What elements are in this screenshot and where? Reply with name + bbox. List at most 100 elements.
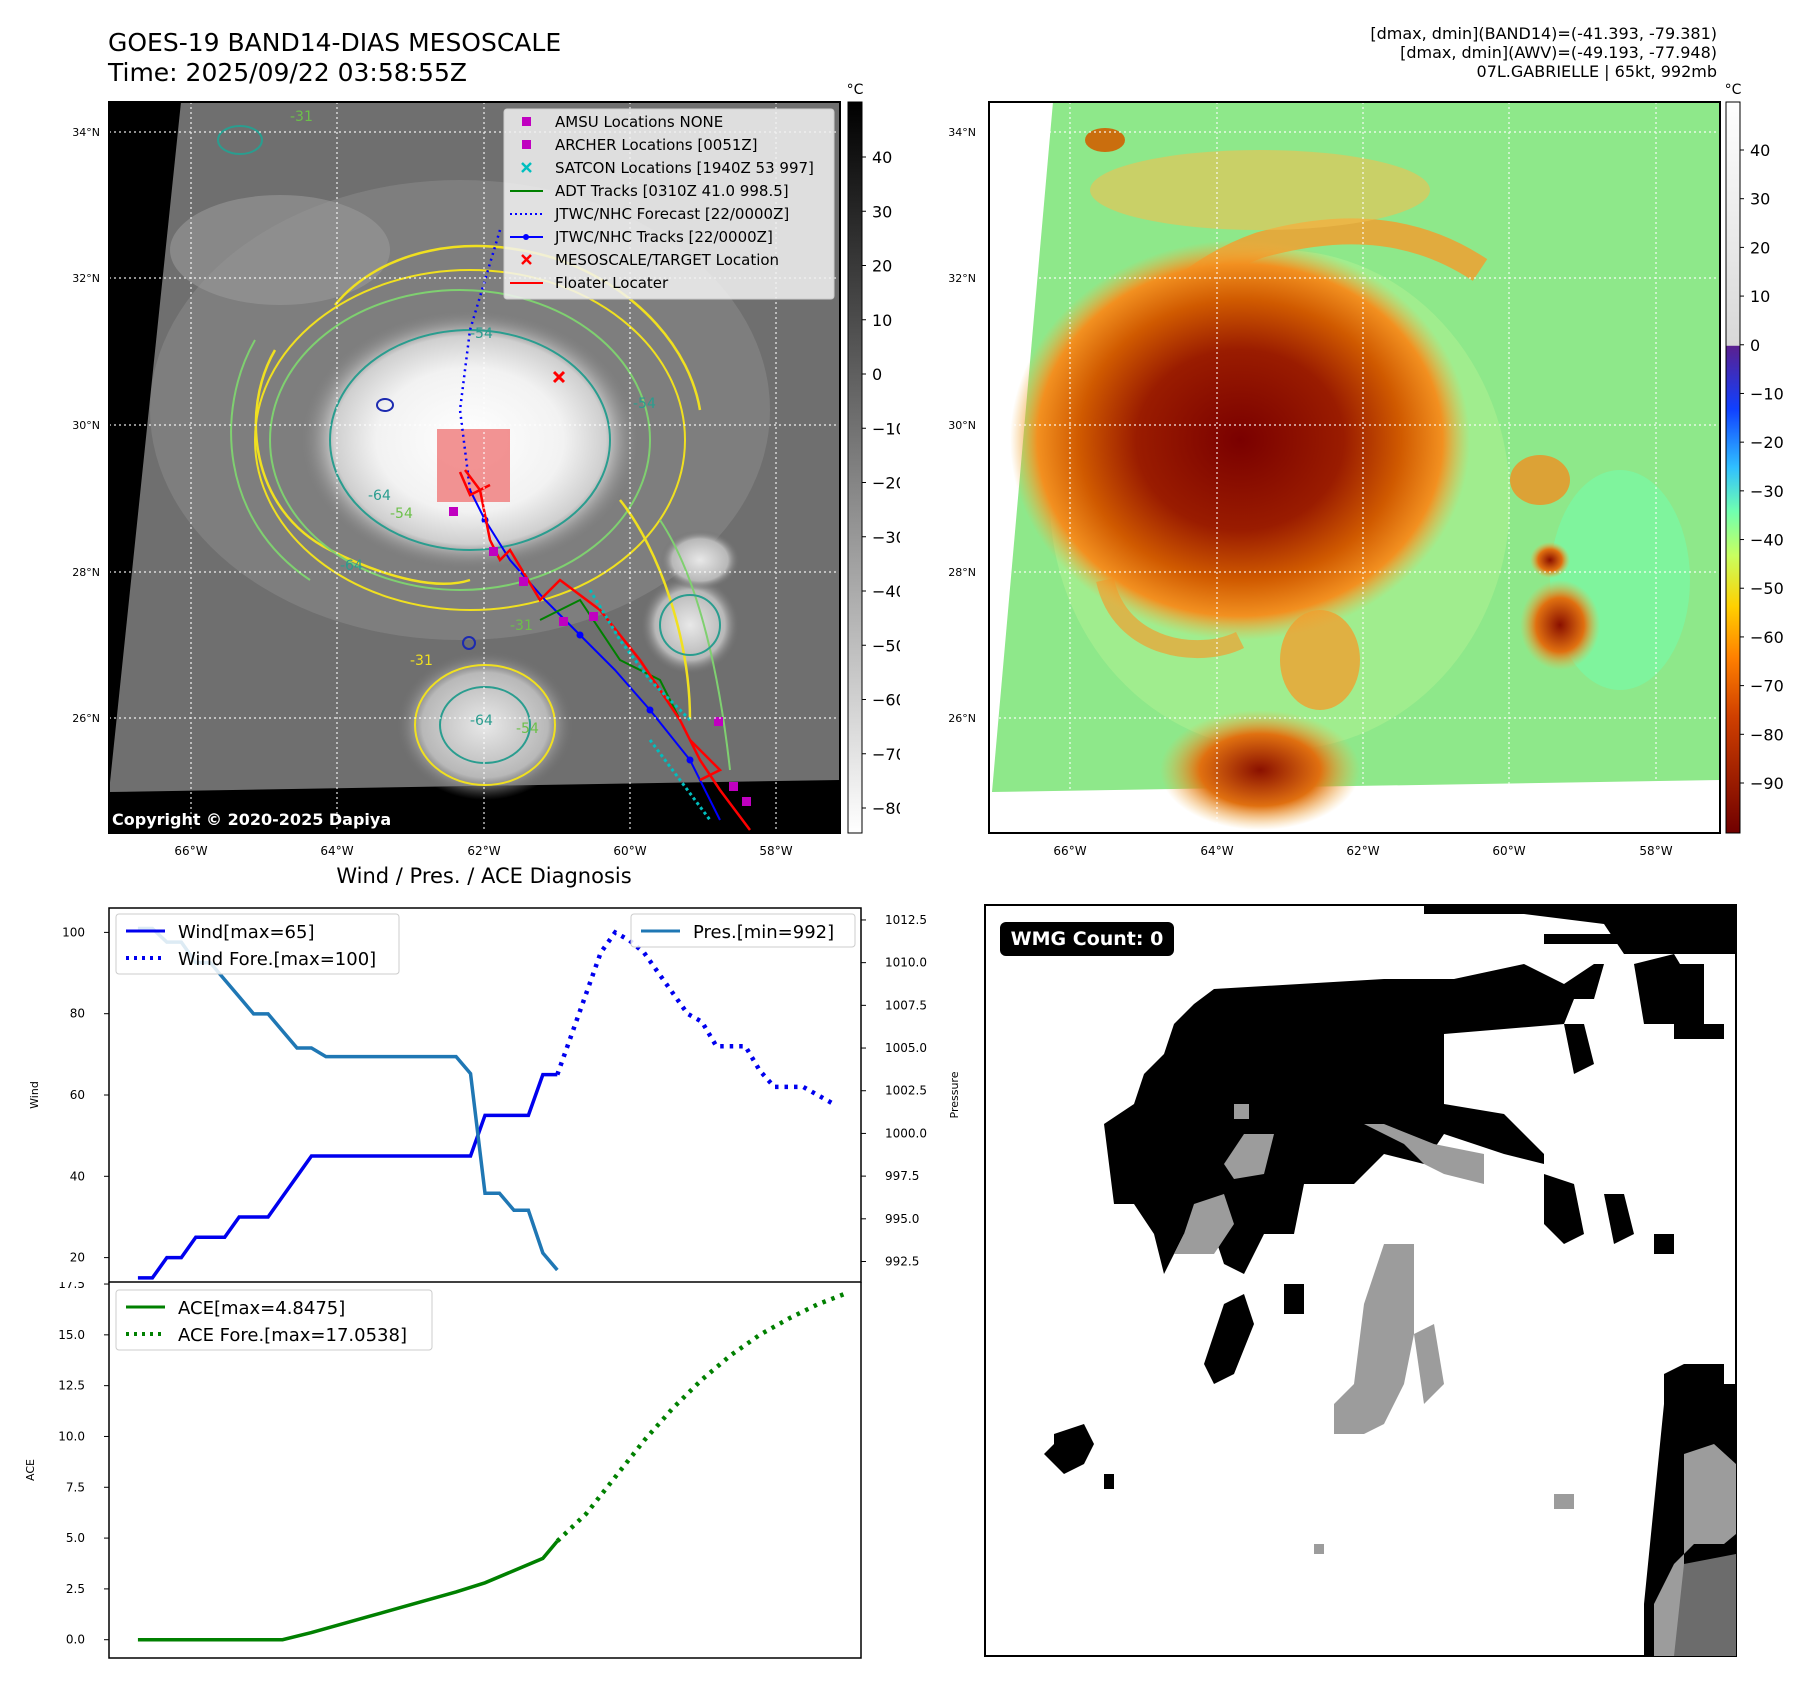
target-marker <box>552 370 566 384</box>
lon-tick: 66°W <box>174 844 207 858</box>
colorbar-tick: −10 <box>872 419 900 438</box>
colorbar-tick: −60 <box>1750 628 1784 647</box>
awv-core <box>1010 240 1470 640</box>
colorbar-tick: 0 <box>1750 336 1760 355</box>
awv-colorbar <box>1725 101 1741 834</box>
lon-tick: 66°W <box>1053 844 1086 858</box>
legend-ace-forecast: ACE Fore.[max=17.0538] <box>178 1325 407 1346</box>
contour-label: -31 <box>410 653 433 669</box>
wind-tick: 20 <box>70 1251 85 1265</box>
ace-tick: 0.0 <box>66 1633 85 1647</box>
contour-label: -31 <box>510 618 533 634</box>
title-line-2: Time: 2025/09/22 03:58:55Z <box>108 58 467 87</box>
floater-box <box>437 429 510 502</box>
stats-line-1: [dmax, dmin](BAND14)=(-41.393, -79.381) <box>1370 24 1717 43</box>
ace-chart: ACE 0.0 2.5 5.0 7.5 10.0 12.5 15.0 17.5 ACE[max… <box>24 1282 862 1659</box>
wind-tick: 40 <box>70 1169 85 1183</box>
pressure-tick: 1005.0 <box>885 1041 927 1055</box>
pressure-tick: 1012.5 <box>885 913 927 927</box>
series-line <box>555 929 834 1106</box>
colorbar-tick: −50 <box>872 636 900 655</box>
colorbar-tick: −40 <box>1750 531 1784 550</box>
wind-pressure-chart: Wind Pressure 20 40 60 80 100 992.5 995.0 997.… <box>28 907 960 1283</box>
contour-label: -64 <box>340 558 363 574</box>
colorbar-tick: 10 <box>1750 287 1770 306</box>
series-line <box>137 1540 559 1642</box>
stats-line-3: 07L.GABRIELLE | 65kt, 992mb <box>1476 62 1717 81</box>
awv-gridlines <box>989 102 1720 833</box>
series-line <box>555 1291 848 1543</box>
lon-tick: 64°W <box>1200 844 1233 858</box>
contour-label: -54 <box>470 326 493 342</box>
contour-label: -64 <box>368 488 391 504</box>
ace-axis-label: ACE <box>24 1459 37 1481</box>
colorbar-unit: °C <box>1725 82 1742 98</box>
colorbar-tick: −60 <box>872 691 900 710</box>
legend-label: MESOSCALE/TARGET Location <box>555 251 779 269</box>
colorbar-tick: −20 <box>1750 433 1784 452</box>
ace-tick: 10.0 <box>58 1429 85 1443</box>
colorbar-tick: −30 <box>1750 482 1784 501</box>
wmg-count-text: WMG Count: 0 <box>1011 928 1164 950</box>
wmg-panel: WMG Count: 0 <box>984 904 1737 1657</box>
lon-tick: 58°W <box>759 844 792 858</box>
stats-block: [dmax, dmin](BAND14)=(-41.393, -79.381) … <box>1370 24 1717 81</box>
ace-legend: ACE[max=4.8475] ACE Fore.[max=17.0538] <box>115 1289 433 1351</box>
lat-tick: 26°N <box>72 712 100 725</box>
legend-item: JTWC/NHC Tracks [22/0000Z] <box>510 228 773 246</box>
legend-label: JTWC/NHC Tracks [22/0000Z] <box>554 228 773 246</box>
colorbar-tick: 20 <box>872 257 892 276</box>
legend-label: SATCON Locations [1940Z 53 997] <box>555 159 814 177</box>
lon-tick: 62°W <box>467 844 500 858</box>
legend-label: ARCHER Locations [0051Z] <box>555 136 758 154</box>
wind-legend: Wind[max=65] Wind Fore.[max=100] <box>115 913 400 975</box>
colorbar-tick: 40 <box>1750 141 1770 160</box>
pressure-tick: 1002.5 <box>885 1084 927 1098</box>
legend-wind-forecast: Wind Fore.[max=100] <box>178 949 376 970</box>
stats-line-2: [dmax, dmin](AWV)=(-49.193, -77.948) <box>1400 43 1717 62</box>
awv-panel: 34°N 32°N 30°N 28°N 26°N 66°W 64°W 62°W … <box>948 82 1784 858</box>
pressure-tick: 1000.0 <box>885 1126 927 1140</box>
lat-tick: 30°N <box>72 419 100 432</box>
ace-tick: 15.0 <box>58 1328 85 1342</box>
wind-tick: 60 <box>70 1088 85 1102</box>
forecast-track <box>458 229 502 491</box>
pressure-tick: 995.0 <box>885 1212 919 1226</box>
lon-tick: 60°W <box>613 844 646 858</box>
lon-tick: 62°W <box>1346 844 1379 858</box>
colorbar-tick: 30 <box>1750 190 1770 209</box>
colorbar-tick: 0 <box>872 365 882 384</box>
colorbar-tick: −50 <box>1750 579 1784 598</box>
lat-tick: 32°N <box>72 272 100 285</box>
pressure-axis-label: Pressure <box>948 1071 960 1118</box>
colorbar-tick: −70 <box>872 745 900 764</box>
ace-tick: 7.5 <box>66 1480 85 1494</box>
lon-tick: 64°W <box>320 844 353 858</box>
legend-label: ADT Tracks [0310Z 41.0 998.5] <box>555 182 789 200</box>
legend-item: ARCHER Locations [0051Z] <box>522 136 758 154</box>
contour-label: -64 <box>470 713 493 729</box>
ace-tick: 5.0 <box>66 1531 85 1545</box>
legend-pressure: Pres.[min=992] <box>693 922 834 943</box>
contour-label: -54 <box>516 721 539 737</box>
wind-tick: 80 <box>70 1007 85 1021</box>
ir-legend: AMSU Locations NONE ARCHER Locations [005… <box>503 108 835 300</box>
wind-tick: 100 <box>62 925 85 939</box>
ir-panel: -31 -54 -64 -54 -64 -31 -31 -64 -54 -54 … <box>72 82 900 858</box>
wind-axis-label: Wind <box>28 1081 41 1109</box>
legend-ace: ACE[max=4.8475] <box>178 1298 345 1319</box>
lat-tick: 34°N <box>948 126 976 139</box>
legend-label: AMSU Locations NONE <box>555 113 723 131</box>
colorbar-tick: −90 <box>1750 774 1784 793</box>
colorbar-tick: 10 <box>872 311 892 330</box>
title-line-1: GOES-19 BAND14-DIAS MESOSCALE <box>108 28 562 57</box>
lat-tick: 26°N <box>948 712 976 725</box>
colorbar-tick: −20 <box>872 474 900 493</box>
ace-tick: 17.5 <box>58 1282 85 1291</box>
colorbar-tick: −80 <box>872 799 900 818</box>
legend-item: Floater Locater <box>510 274 669 292</box>
legend-item: ADT Tracks [0310Z 41.0 998.5] <box>510 182 789 200</box>
lon-tick: 60°W <box>1492 844 1525 858</box>
colorbar-tick: 30 <box>872 202 892 221</box>
lat-tick: 28°N <box>948 566 976 579</box>
